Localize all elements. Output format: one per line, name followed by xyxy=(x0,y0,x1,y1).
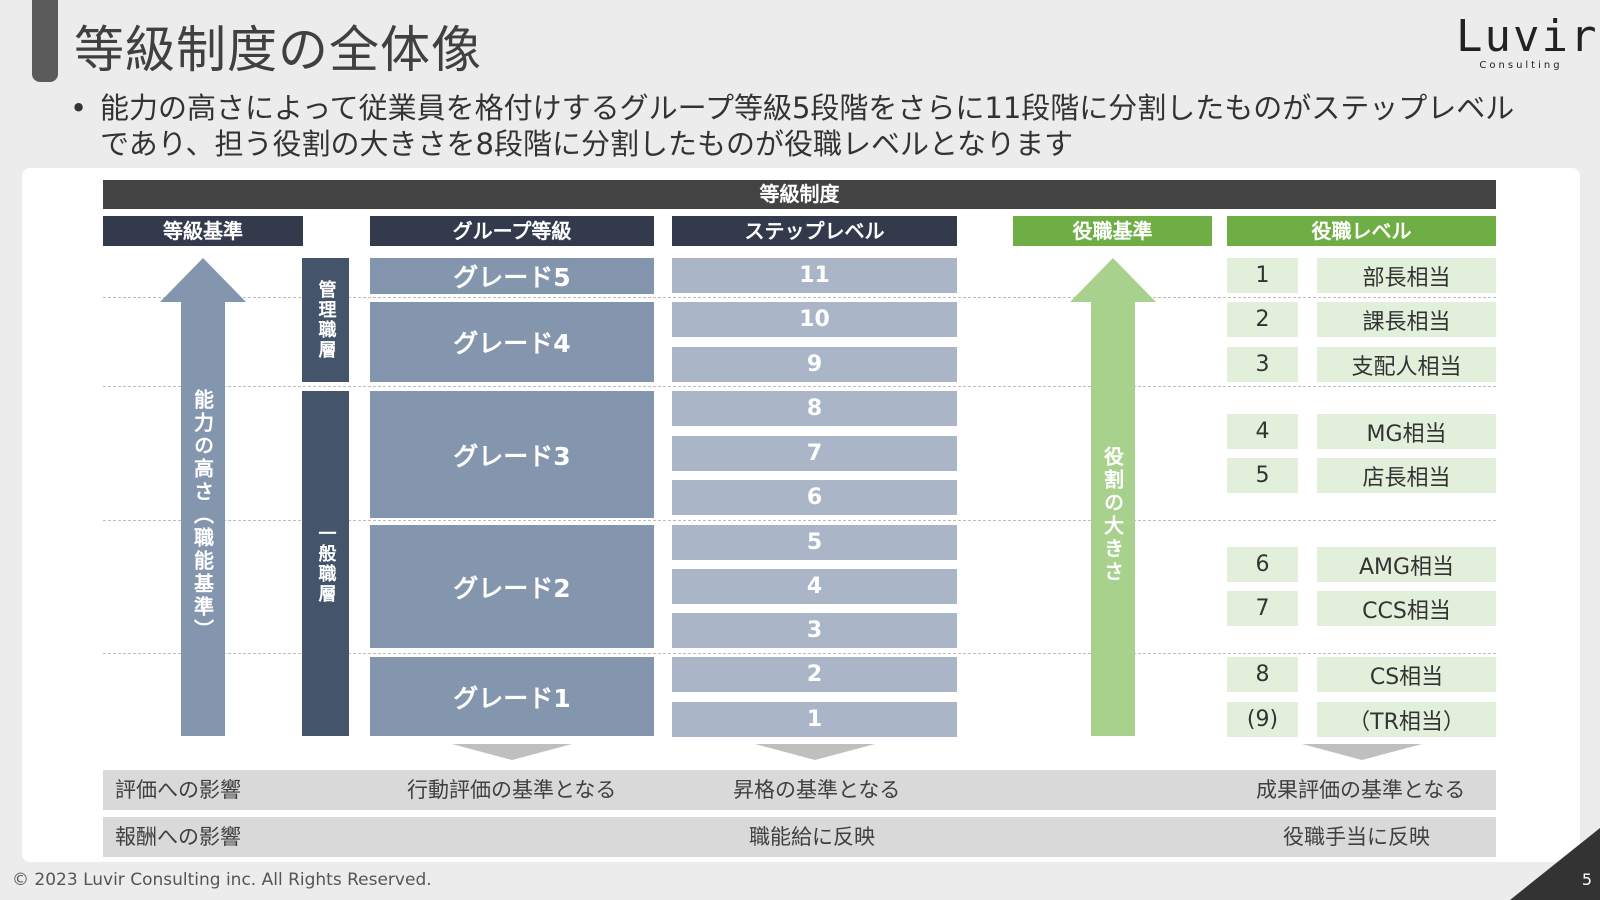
role-number: 2 xyxy=(1227,302,1298,337)
grade-cell-1: グレード1 xyxy=(370,657,654,736)
step-cell-11: 11 xyxy=(672,258,957,293)
role-number: 5 xyxy=(1227,458,1298,493)
role-level-header: 役職レベル xyxy=(1227,216,1496,246)
company-logo: Luvir Consulting xyxy=(1456,11,1599,72)
page-number: 5 xyxy=(1581,870,1592,889)
manager-tier-box: 管理職層 xyxy=(302,258,349,382)
ability-arrow-label: 能力の高さ（職能基準） xyxy=(190,388,215,642)
evaluation-role-impact: 成果評価の基準となる xyxy=(1256,778,1466,802)
role-number: 8 xyxy=(1227,657,1298,692)
step-cell-6: 6 xyxy=(672,480,957,515)
step-cell-7: 7 xyxy=(672,436,957,471)
evaluation-impact-row: 評価への影響 行動評価の基準となる 昇格の基準となる 成果評価の基準となる xyxy=(103,770,1496,810)
role-name: MG相当 xyxy=(1317,414,1496,449)
step-level-header: ステップレベル xyxy=(672,216,957,246)
step-cell-4: 4 xyxy=(672,569,957,604)
copyright-footer: © 2023 Luvir Consulting inc. All Rights … xyxy=(12,870,432,890)
down-chevron-icon xyxy=(452,744,572,760)
role-name: 支配人相当 xyxy=(1317,347,1496,382)
role-number: (9) xyxy=(1227,702,1298,737)
compensation-role-impact: 役職手当に反映 xyxy=(1283,825,1430,849)
down-chevron-icon xyxy=(1302,744,1422,760)
role-number: 7 xyxy=(1227,591,1298,626)
role-number: 6 xyxy=(1227,547,1298,582)
grade-cell-3: グレード3 xyxy=(370,391,654,518)
grade-cell-4: グレード4 xyxy=(370,302,654,382)
role-name: CCS相当 xyxy=(1317,591,1496,626)
logo-subtitle: Consulting xyxy=(1479,60,1563,71)
role-number: 1 xyxy=(1227,258,1298,293)
step-cell-5: 5 xyxy=(672,525,957,560)
evaluation-impact-label: 評価への影響 xyxy=(115,778,241,802)
role-name: 課長相当 xyxy=(1317,302,1496,337)
row-divider xyxy=(103,386,1496,387)
grade-cell-2: グレード2 xyxy=(370,525,654,648)
grade-basis-header: 等級基準 xyxy=(103,216,303,246)
step-cell-10: 10 xyxy=(672,302,957,337)
step-cell-1: 1 xyxy=(672,702,957,737)
ability-arrow-icon xyxy=(160,258,246,736)
role-name: AMG相当 xyxy=(1317,547,1496,582)
step-cell-2: 2 xyxy=(672,657,957,692)
logo-wordmark: Luvir xyxy=(1456,11,1599,62)
compensation-impact-label: 報酬への影響 xyxy=(115,825,241,849)
lead-paragraph: • 能力の高さによって従業員を格付けするグループ等級5段階をさらに11段階に分割… xyxy=(70,90,1530,162)
role-basis-header: 役職基準 xyxy=(1013,216,1212,246)
evaluation-step-impact: 昇格の基準となる xyxy=(733,778,901,802)
role-number: 3 xyxy=(1227,347,1298,382)
role-arrow-label: 役割の大きさ xyxy=(1100,446,1125,584)
role-arrow-icon xyxy=(1070,258,1156,736)
step-cell-3: 3 xyxy=(672,613,957,648)
row-divider xyxy=(103,520,1496,521)
slide-title: 等級制度の全体像 xyxy=(74,21,482,79)
grade-cell-5: グレード5 xyxy=(370,258,654,294)
role-name: CS相当 xyxy=(1317,657,1496,692)
compensation-impact-row: 報酬への影響 職能給に反映 役職手当に反映 xyxy=(103,817,1496,857)
row-divider xyxy=(103,297,1496,298)
role-name: 店長相当 xyxy=(1317,458,1496,493)
corner-triangle xyxy=(1510,828,1600,900)
role-name: 部長相当 xyxy=(1317,258,1496,293)
down-chevron-icon xyxy=(755,744,875,760)
title-accent-bar xyxy=(32,0,58,82)
row-divider xyxy=(103,653,1496,654)
group-grade-header: グループ等級 xyxy=(370,216,654,246)
compensation-step-impact: 職能給に反映 xyxy=(749,825,875,849)
step-cell-8: 8 xyxy=(672,391,957,426)
role-name: （TR相当） xyxy=(1317,702,1496,737)
evaluation-grade-impact: 行動評価の基準となる xyxy=(407,778,617,802)
general-tier-box: 一般職層 xyxy=(302,391,349,736)
role-number: 4 xyxy=(1227,414,1298,449)
bullet-marker: • xyxy=(70,91,88,125)
lead-text: 能力の高さによって従業員を格付けするグループ等級5段階をさらに11段階に分割した… xyxy=(100,91,1515,161)
step-cell-9: 9 xyxy=(672,347,957,382)
grade-system-header: 等級制度 xyxy=(103,180,1496,209)
